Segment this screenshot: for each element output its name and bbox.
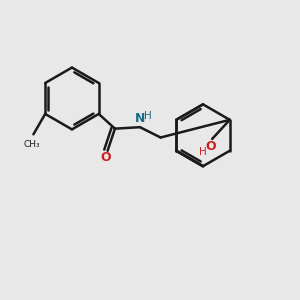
Text: CH₃: CH₃ bbox=[24, 140, 40, 148]
Text: H: H bbox=[144, 111, 152, 121]
Text: H: H bbox=[199, 147, 207, 157]
Text: O: O bbox=[205, 140, 216, 153]
Text: O: O bbox=[100, 151, 110, 164]
Text: N: N bbox=[135, 112, 146, 125]
